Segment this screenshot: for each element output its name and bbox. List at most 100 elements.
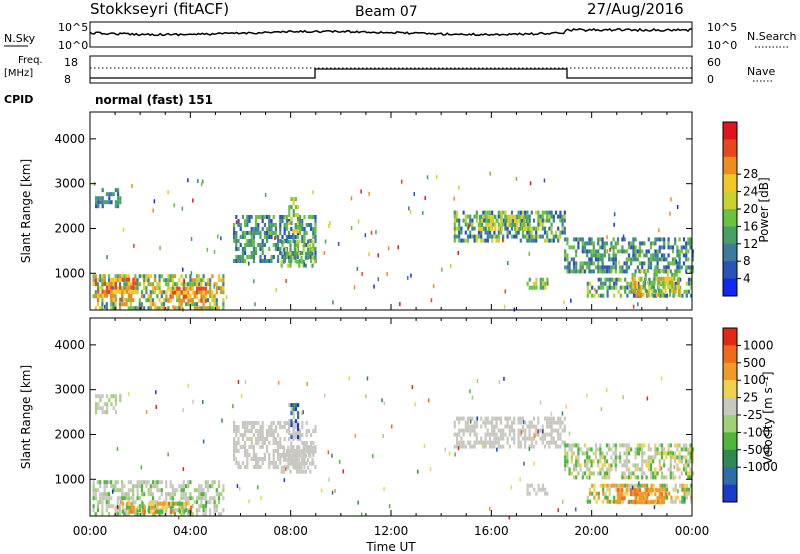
data-cell xyxy=(564,463,567,468)
data-cell xyxy=(645,496,648,501)
data-cell xyxy=(590,249,593,254)
data-cell xyxy=(127,492,130,497)
data-cell xyxy=(647,261,650,266)
data-cell xyxy=(495,440,498,445)
data-cell xyxy=(268,219,271,223)
data-cell xyxy=(592,269,595,274)
data-cell xyxy=(299,227,302,231)
data-cell xyxy=(649,463,653,468)
data-cell xyxy=(290,217,293,222)
data-cell xyxy=(630,261,633,266)
data-cell xyxy=(160,290,163,295)
data-cell xyxy=(158,512,161,517)
data-cell xyxy=(680,471,683,476)
data-cell xyxy=(602,293,605,298)
data-cell xyxy=(112,293,115,298)
data-cell xyxy=(310,433,313,437)
data-cell xyxy=(136,282,139,287)
data-cell xyxy=(492,215,495,219)
data-cell xyxy=(244,235,247,239)
data-cell xyxy=(469,424,472,429)
data-cell xyxy=(263,457,266,461)
data-cell xyxy=(605,269,609,274)
data-cell xyxy=(690,483,693,488)
data-cell xyxy=(213,249,216,254)
data-cell xyxy=(106,289,109,294)
data-cell xyxy=(577,241,580,246)
data-cell xyxy=(525,227,528,231)
data-cell xyxy=(268,441,271,445)
data-cell xyxy=(121,302,124,307)
data-cell xyxy=(151,480,155,485)
data-cell xyxy=(101,306,104,311)
data-cell xyxy=(484,416,487,421)
data-cell xyxy=(222,302,225,307)
data-cell xyxy=(159,501,162,506)
data-cell xyxy=(466,214,470,219)
data-cell xyxy=(655,292,658,297)
data-cell xyxy=(658,500,661,505)
data-cell xyxy=(621,245,624,250)
data-cell xyxy=(288,425,291,429)
data-cell xyxy=(464,428,467,433)
data-cell xyxy=(687,459,690,464)
data-cell xyxy=(678,249,681,254)
time-tick-label: 08:00 xyxy=(273,524,308,538)
data-cell xyxy=(568,447,571,452)
data-cell xyxy=(233,259,236,263)
data-cell xyxy=(535,226,538,231)
data-cell xyxy=(597,253,600,258)
data-cell xyxy=(616,496,619,501)
data-cell xyxy=(511,215,514,219)
data-cell xyxy=(493,416,496,421)
data-cell xyxy=(473,234,476,239)
data-cell xyxy=(259,465,262,469)
data-cell xyxy=(337,241,340,246)
data-cell xyxy=(268,457,271,461)
data-cell xyxy=(356,266,359,271)
data-cell xyxy=(246,437,249,441)
data-cell xyxy=(660,276,663,281)
data-cell xyxy=(283,478,286,483)
data-cell xyxy=(624,289,627,294)
data-cell xyxy=(464,238,467,243)
velocity-data xyxy=(92,376,694,520)
data-cell xyxy=(588,455,591,460)
data-cell xyxy=(469,214,472,219)
colorbar-swatch xyxy=(723,139,737,158)
data-cell xyxy=(641,475,644,480)
data-cell xyxy=(171,278,174,283)
data-cell xyxy=(632,293,636,298)
data-cell xyxy=(268,461,271,465)
data-cell xyxy=(152,505,155,510)
data-cell xyxy=(282,239,285,244)
data-cell xyxy=(466,428,470,433)
data-cell xyxy=(481,227,484,231)
data-cell xyxy=(204,286,207,291)
data-cell xyxy=(257,231,260,235)
colorbar-swatch xyxy=(723,328,737,346)
time-tick-label: 04:00 xyxy=(173,524,208,538)
data-cell xyxy=(564,249,567,254)
data-cell xyxy=(178,504,181,509)
data-cell xyxy=(484,440,487,445)
data-cell xyxy=(617,483,620,488)
data-cell xyxy=(266,235,269,239)
data-cell xyxy=(464,214,467,219)
data-cell xyxy=(690,495,693,500)
data-cell xyxy=(564,257,567,262)
data-cell xyxy=(510,428,514,433)
data-cell xyxy=(118,496,122,501)
data-cell xyxy=(92,488,95,493)
data-cell xyxy=(191,286,194,291)
data-cell xyxy=(638,284,641,289)
data-cell xyxy=(604,495,607,500)
data-cell xyxy=(513,440,516,445)
data-cell xyxy=(546,218,549,223)
data-cell xyxy=(248,219,251,223)
data-cell xyxy=(387,246,390,251)
data-cell xyxy=(360,189,362,194)
data-cell xyxy=(303,227,306,231)
data-cell xyxy=(361,271,363,276)
